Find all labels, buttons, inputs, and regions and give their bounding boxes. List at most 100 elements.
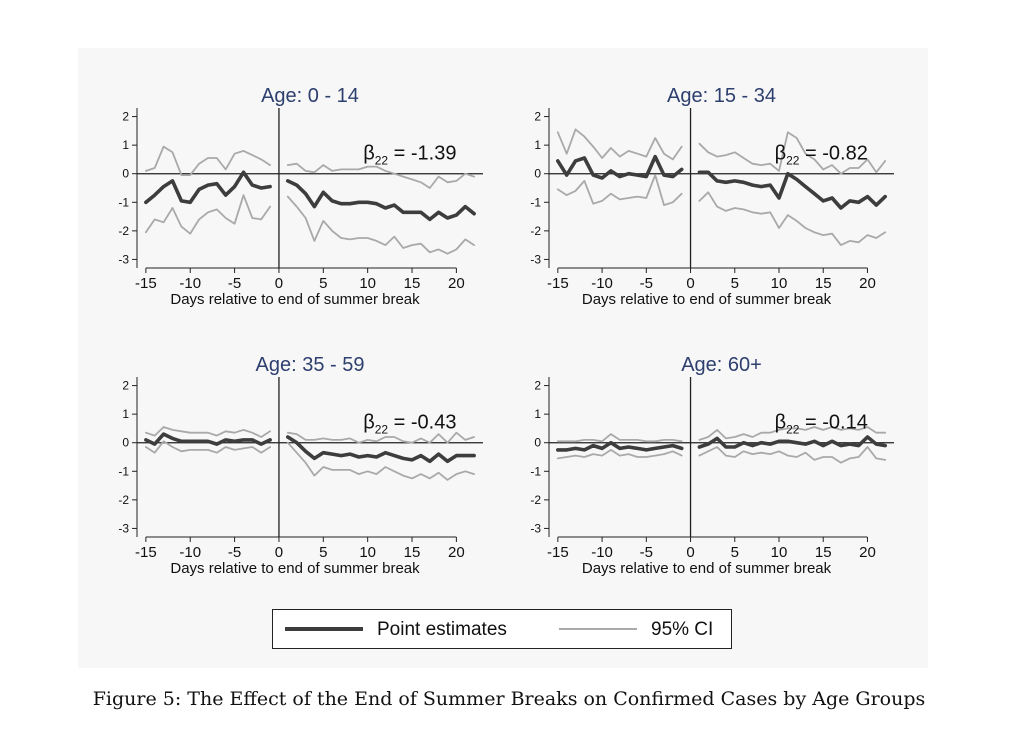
ci-lower-line-post <box>698 446 887 464</box>
x-tick-label: 5 <box>731 275 739 292</box>
legend-ci-label: 95% CI <box>651 619 714 640</box>
y-tick-label: -1 <box>530 464 541 478</box>
ci-upper-line-pre <box>144 426 272 438</box>
chart-title: Age: 35 - 59 <box>256 354 365 376</box>
y-tick-label: 0 <box>534 167 541 181</box>
beta-subscript: 22 <box>786 422 800 436</box>
y-tick-label: 1 <box>534 138 541 152</box>
legend-ci-swatch <box>559 628 637 630</box>
beta-value: = -0.43 <box>388 411 456 433</box>
beta-symbol: β <box>363 142 375 164</box>
ci-lower-line-pre <box>144 440 272 454</box>
ci-lower-line-post <box>286 441 476 481</box>
x-axis-label: Days relative to end of summer break <box>582 291 832 308</box>
legend: Point estimates 95% CI <box>272 609 732 649</box>
figure-plot-area <box>78 48 928 668</box>
x-tick-label: 20 <box>859 275 876 292</box>
x-tick-label: 0 <box>275 275 283 292</box>
y-tick-label: 0 <box>534 436 541 450</box>
ci-lower-line-post <box>698 191 887 247</box>
y-tick-label: 1 <box>122 138 129 152</box>
x-tick-label: 10 <box>359 544 376 561</box>
x-tick-label: 10 <box>359 275 376 292</box>
beta-annotation: β22 = -0.82 <box>775 142 868 167</box>
x-tick-label: -10 <box>179 544 201 561</box>
ci-lower-line-pre <box>556 174 683 207</box>
x-tick-label: 15 <box>404 544 421 561</box>
ci-upper-line-post <box>286 162 476 189</box>
ci-upper-line-pre <box>556 433 683 443</box>
point-estimate-line-post <box>285 435 476 464</box>
x-tick-label: -5 <box>228 275 241 292</box>
point-estimate-line-pre <box>144 170 272 205</box>
legend-point-swatch <box>285 627 363 631</box>
y-tick-label: -3 <box>530 521 541 535</box>
x-axis-label: Days relative to end of summer break <box>170 291 420 308</box>
ci-lower-line-post <box>286 195 476 255</box>
point-estimate-line-pre <box>555 154 684 180</box>
x-tick-label: 0 <box>686 544 694 561</box>
y-tick-label: -1 <box>118 195 129 209</box>
y-tick-label: 2 <box>534 379 541 393</box>
x-tick-label: 20 <box>448 544 465 561</box>
y-tick-label: -3 <box>118 521 129 535</box>
x-tick-label: 20 <box>859 544 876 561</box>
ci-lower-line-pre <box>144 194 272 235</box>
y-tick-label: 1 <box>122 407 129 421</box>
x-tick-label: -5 <box>640 544 653 561</box>
beta-annotation: β22 = -1.39 <box>363 142 456 167</box>
y-tick-label: -2 <box>118 493 129 507</box>
chart-title: Age: 60+ <box>681 354 762 376</box>
y-tick-label: 1 <box>534 407 541 421</box>
x-axis-label: Days relative to end of summer break <box>582 560 832 577</box>
x-tick-label: -10 <box>591 275 613 292</box>
x-tick-label: 0 <box>686 275 694 292</box>
x-tick-label: -10 <box>179 275 201 292</box>
y-tick-label: 0 <box>122 436 129 450</box>
beta-value: = -1.39 <box>388 142 456 164</box>
point-estimate-line-post <box>697 435 888 449</box>
chart-title: Age: 15 - 34 <box>667 85 776 107</box>
x-tick-label: -15 <box>547 275 569 292</box>
beta-annotation: β22 = -0.43 <box>363 411 456 436</box>
x-tick-label: -15 <box>547 544 569 561</box>
y-tick-label: -2 <box>530 493 541 507</box>
x-axis-label: Days relative to end of summer break <box>170 560 420 577</box>
ci-upper-line-post <box>286 431 476 444</box>
point-estimate-line-post <box>697 170 888 210</box>
beta-subscript: 22 <box>375 153 389 167</box>
ci-upper-line-post <box>698 131 887 175</box>
x-tick-label: 15 <box>815 275 832 292</box>
x-tick-label: 5 <box>319 275 327 292</box>
beta-subscript: 22 <box>375 422 389 436</box>
x-tick-label: 5 <box>731 544 739 561</box>
x-tick-label: -10 <box>591 544 613 561</box>
point-estimate-line-pre <box>555 440 684 452</box>
x-tick-label: -5 <box>228 544 241 561</box>
legend-point-label: Point estimates <box>377 619 507 640</box>
ci-lower-line-pre <box>556 448 683 460</box>
beta-value: = -0.82 <box>799 142 867 164</box>
x-tick-label: -5 <box>640 275 653 292</box>
x-tick-label: -15 <box>135 544 157 561</box>
beta-symbol: β <box>775 411 787 433</box>
x-tick-label: 15 <box>404 275 421 292</box>
ci-upper-line-pre <box>144 145 272 177</box>
y-tick-label: -2 <box>118 224 129 238</box>
chart-title: Age: 0 - 14 <box>261 85 359 107</box>
x-tick-label: 10 <box>771 544 788 561</box>
beta-symbol: β <box>363 411 375 433</box>
point-estimate-line-post <box>285 179 476 222</box>
point-estimate-line-pre <box>144 432 272 446</box>
y-tick-label: -1 <box>118 464 129 478</box>
ci-upper-line-post <box>698 426 887 441</box>
x-tick-label: 0 <box>275 544 283 561</box>
beta-symbol: β <box>775 142 787 164</box>
y-tick-label: -3 <box>118 252 129 266</box>
y-tick-label: -2 <box>530 224 541 238</box>
